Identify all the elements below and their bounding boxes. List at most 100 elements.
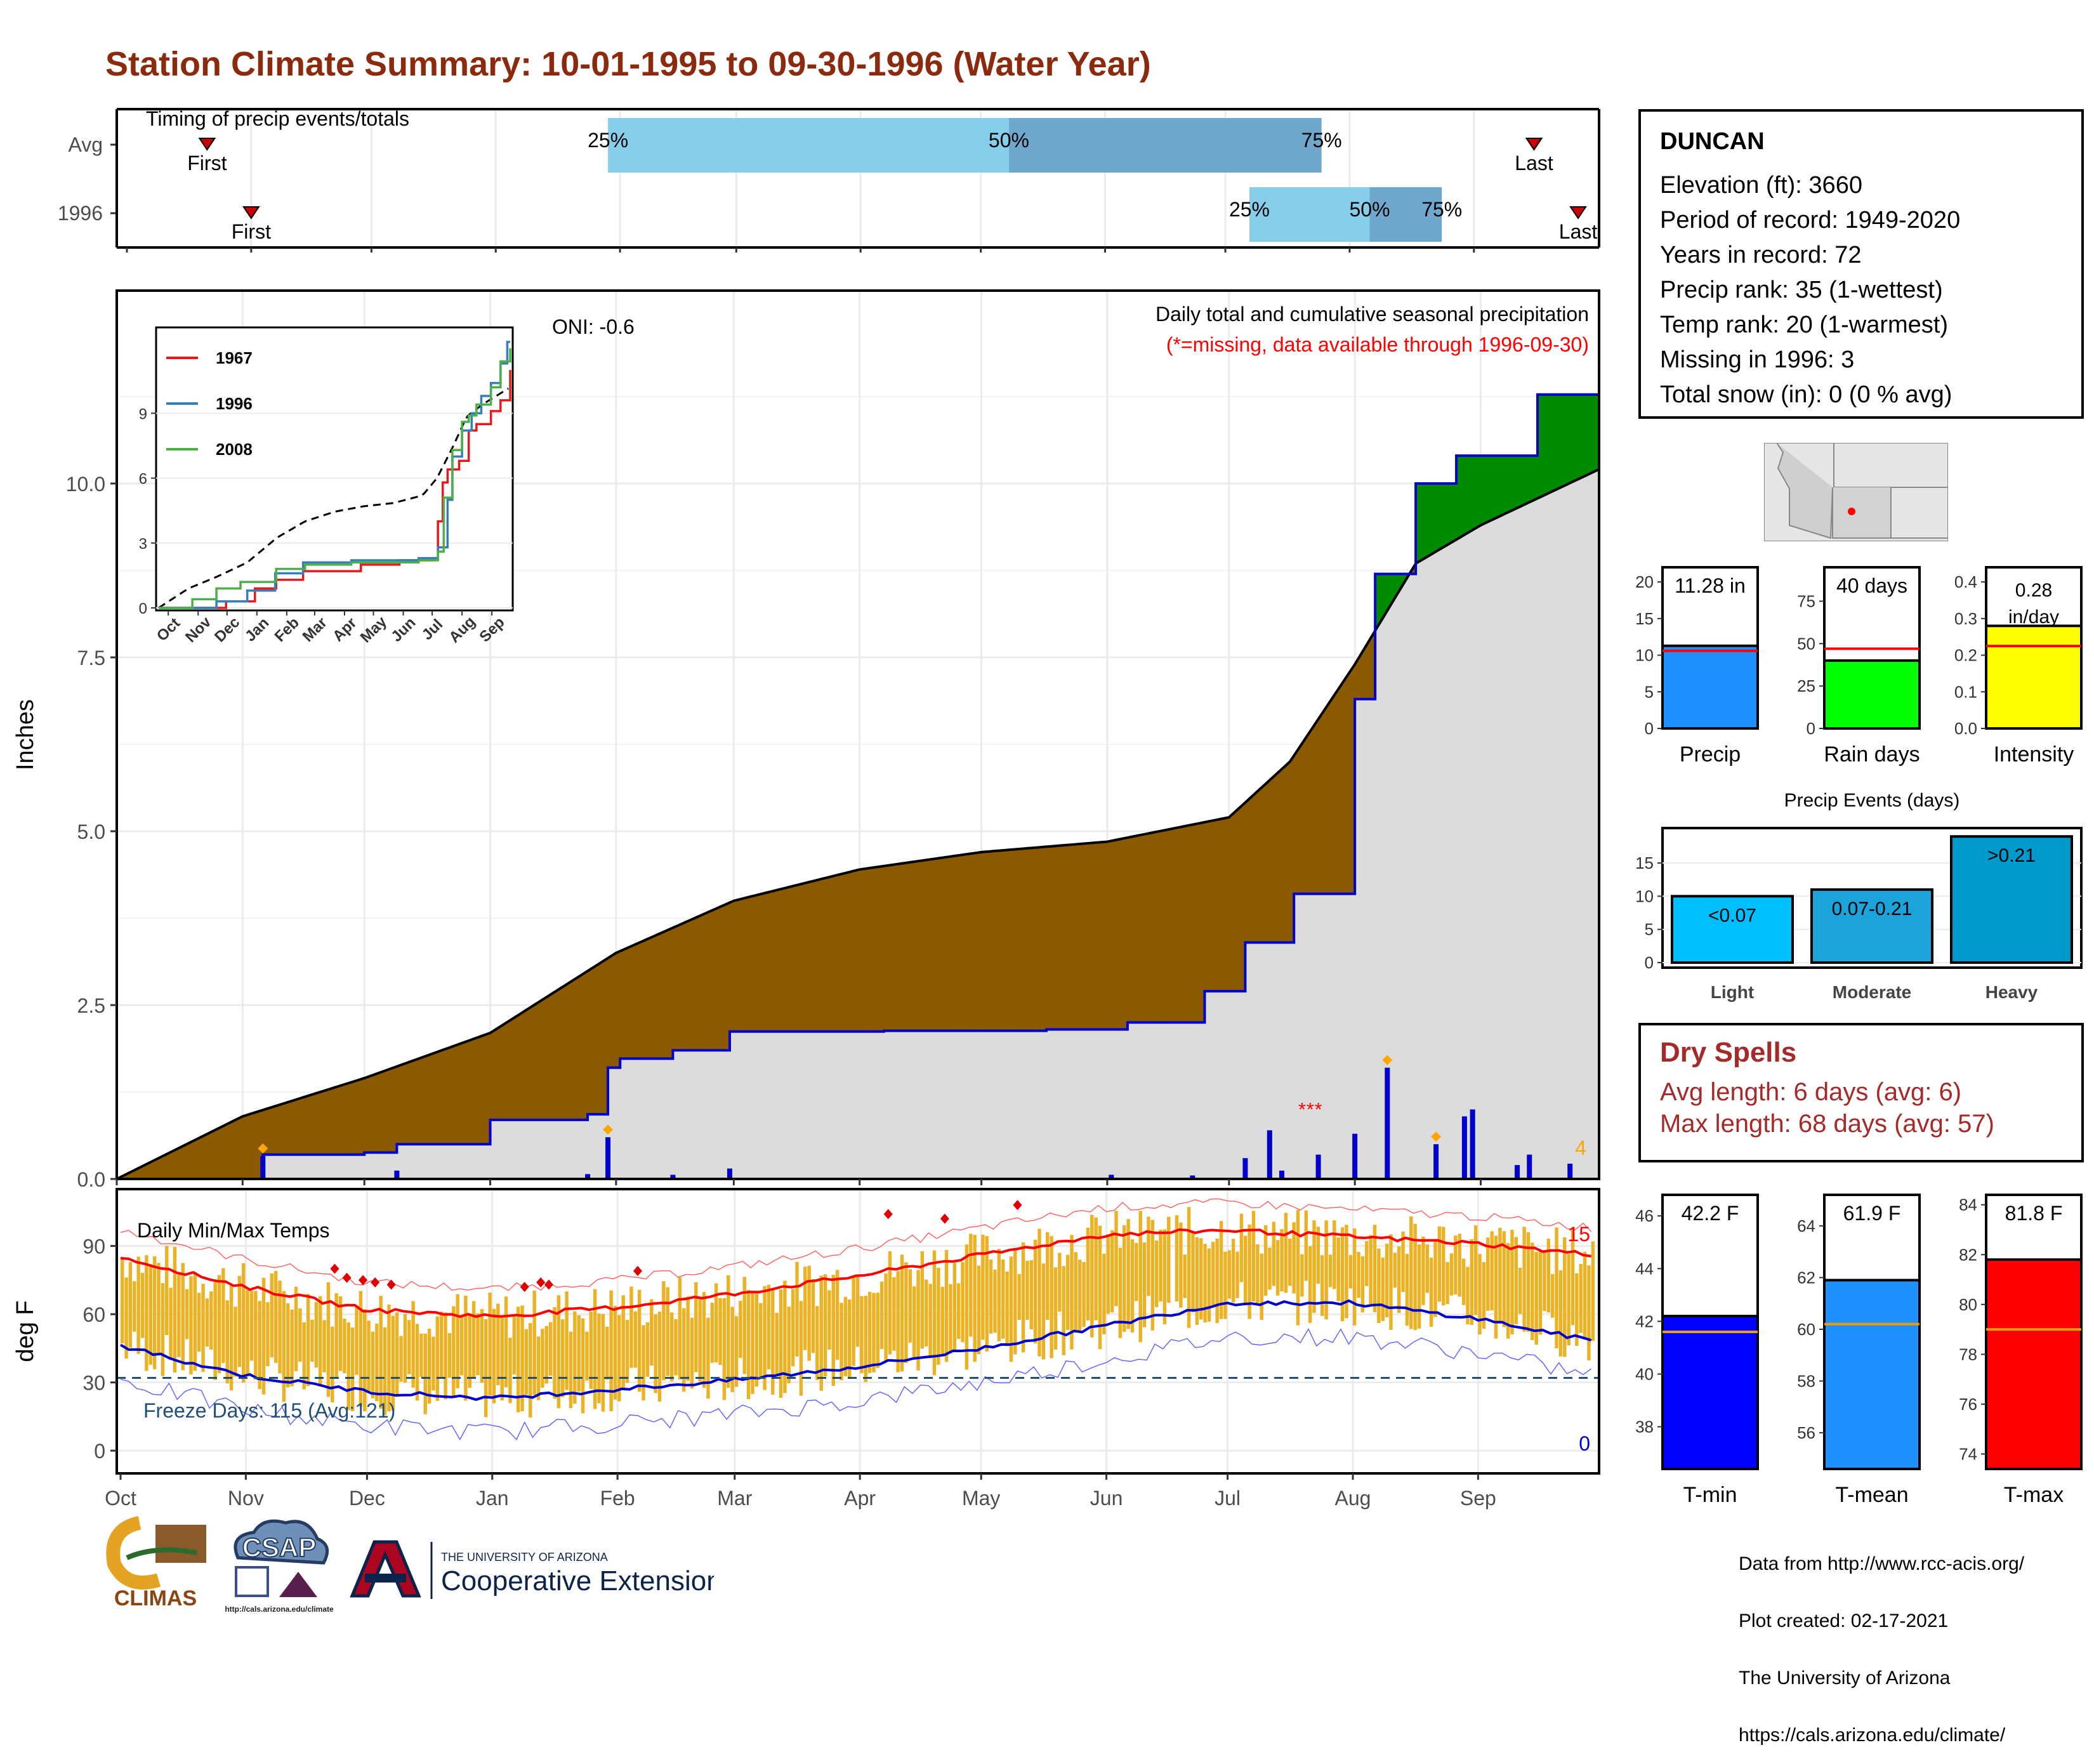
summary-bar-ytick-label: 40: [1635, 1364, 1654, 1383]
temp-frame: [115, 1188, 1600, 1475]
summary-bar-ytick-label: 0.0: [1954, 719, 1977, 738]
timing-pct-label: 50%: [989, 129, 1029, 152]
precip-daily-bar: [727, 1168, 732, 1179]
freeze-days-label: Freeze Days: 115 (Avg:121): [143, 1399, 395, 1422]
events-category-label: Moderate: [1833, 982, 1911, 1002]
precip-daily-bar: [1352, 1133, 1358, 1179]
temp-avg-max-line: [120, 1228, 1591, 1319]
temp-xtick-label: Apr: [844, 1487, 876, 1510]
inset-ytick-label: 9: [139, 405, 147, 423]
precip-events-chart: Precip Events (days) 0 5 10 15 <0.07 Light 0.07…: [1635, 790, 2083, 1002]
station-elevation: Elevation (ft): 3660: [1660, 172, 1862, 199]
station-snow: Total snow (in): 0 (0 % avg): [1660, 381, 1952, 408]
oni-label: ONI: -0.6: [552, 315, 635, 338]
events-ytick-label: 10: [1635, 886, 1654, 905]
precip-ytick-label: 7.5: [77, 647, 105, 669]
summary-bar-label: Precip: [1680, 742, 1741, 767]
precip-count-label: 4: [1575, 1136, 1586, 1159]
summary-bar-ytick-label: 5: [1645, 682, 1654, 701]
summary-bar-value: 81.8 F: [2005, 1202, 2063, 1225]
dry-spells-title: Dry Spells: [1660, 1037, 1797, 1068]
events-bar-label: >0.21: [1987, 845, 2036, 866]
temp-ylabel: deg F: [12, 1300, 39, 1362]
timing-pct-label: 25%: [588, 129, 628, 152]
timing-pct-label: 75%: [1421, 198, 1462, 221]
precip-daily-bar: [1470, 1109, 1475, 1179]
precip-header: Daily total and cumulative seasonal prec…: [1156, 303, 1589, 326]
inset-series-line: [159, 348, 511, 609]
precip-missing-marker: *: [1298, 1099, 1306, 1120]
summary-bar-ytick-label: 56: [1797, 1423, 1815, 1442]
summary-bar-ytick-label: 60: [1797, 1320, 1815, 1339]
temp-header: Daily Min/Max Temps: [137, 1219, 329, 1242]
temp-xtick-label: Jan: [476, 1487, 509, 1510]
inset-ytick-label: 3: [139, 536, 147, 553]
temp-record-marker: [633, 1266, 642, 1277]
summary-bar-ytick-label: 82: [1959, 1245, 1977, 1264]
temp-record-marker: [386, 1279, 396, 1290]
events-category-label: Heavy: [1985, 982, 2038, 1002]
summary-bar-ytick-label: 0: [1645, 719, 1654, 738]
ua-line1: THE UNIVERSITY OF ARIZONA: [441, 1551, 608, 1563]
precip-daily-bar: [585, 1174, 591, 1179]
summary-bar-ytick-label: 76: [1959, 1395, 1977, 1414]
events-bar: [1671, 895, 1794, 964]
precip-daily-bar: [1315, 1154, 1321, 1179]
precip-daily-bar: [670, 1175, 676, 1179]
summary-bar-ytick-label: 10: [1635, 646, 1654, 665]
precip-ytick-label: 5.0: [77, 820, 105, 843]
temp-ytick-label: 90: [82, 1235, 105, 1258]
precip-missing-marker: *: [1307, 1099, 1314, 1120]
timing-marker: [1525, 138, 1543, 151]
timing-marker-label: Last: [1515, 152, 1553, 174]
summary-bar-value: 11.28 in: [1675, 574, 1746, 597]
precip-normal-fill: [117, 470, 1598, 1179]
precip-extreme-marker: [603, 1124, 614, 1135]
timing-pct-label: 25%: [1229, 198, 1270, 221]
summary-bar-value: 0.28: [2015, 580, 2052, 601]
temp-xtick-label: Jul: [1215, 1487, 1241, 1510]
credit-plot-created: Plot created: 02-17-2021: [1739, 1610, 1949, 1631]
csap-url: http://cals.arizona.edu/climate: [225, 1605, 334, 1614]
climas-logo-text: CLIMAS: [114, 1586, 197, 1610]
precip-daily-bar: [1515, 1165, 1520, 1179]
events-bar: [1950, 835, 2073, 964]
precip-daily-bar: [1527, 1154, 1532, 1179]
credit-data-source: Data from http://www.rcc-acis.org/: [1739, 1553, 2025, 1574]
summary-bar-ytick-label: 25: [1797, 676, 1815, 695]
timing-pct-label: 50%: [1349, 198, 1390, 221]
temp-xtick-label: Sep: [1460, 1487, 1496, 1510]
credits: Data from http://www.rcc-acis.org/ Plot …: [1739, 1517, 2024, 1764]
precip-daily-bar: [260, 1155, 266, 1179]
station-temp-rank: Temp rank: 20 (1-warmest): [1660, 312, 1949, 338]
precip-daily-bar: [394, 1170, 400, 1179]
ua-extension-logo: THE UNIVERSITY OF ARIZONA Cooperative Ex…: [350, 1540, 714, 1599]
temp-xtick-label: Feb: [600, 1487, 635, 1510]
timing-marker-label: First: [232, 220, 271, 243]
temp-record-marker: [342, 1272, 352, 1283]
station-missing: Missing in 1996: 3: [1660, 346, 1855, 373]
temp-record-max-line: [120, 1198, 1592, 1291]
summary-bar-ytick-label: 62: [1797, 1268, 1815, 1287]
inset-legend-label: 1967: [216, 348, 253, 367]
summary-bar-ytick-label: 0: [1807, 719, 1815, 738]
precip-daily-bar: [1242, 1158, 1248, 1179]
station-years: Years in record: 72: [1660, 242, 1862, 268]
summary-bar-ytick-label: 42: [1635, 1312, 1654, 1331]
summary-bar-value: 42.2 F: [1682, 1202, 1739, 1225]
summary-bar-ytick-label: 15: [1635, 609, 1654, 628]
summary-bar-value: 40 days: [1836, 574, 1907, 597]
inset-ytick-label: 0: [139, 600, 147, 617]
summary-bar-fill: [1823, 1279, 1921, 1470]
timing-bar-25-50: [1249, 187, 1370, 242]
precip-daily-bar: [1267, 1130, 1272, 1179]
summary-bars: 0 5 10 15 20 11.28 in Precip 0 25 50 75 40 days Rain…: [1635, 566, 2083, 767]
precip-extreme-marker: [1431, 1131, 1442, 1142]
summary-bar-value-unit: in/day: [2008, 607, 2059, 628]
temp-record-min-line: [120, 1327, 1592, 1441]
timing-marker-label: Last: [1559, 220, 1598, 243]
locator-map: [1764, 443, 1948, 541]
temp-record-marker: [330, 1263, 339, 1274]
temp-ytick-label: 60: [82, 1303, 105, 1326]
